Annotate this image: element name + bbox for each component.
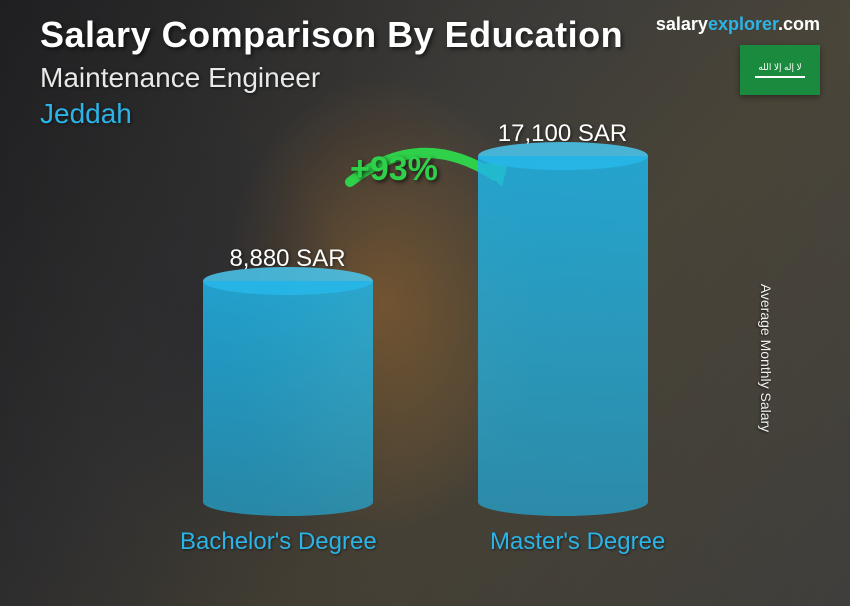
bar-bachelors (203, 281, 373, 516)
bar-body (478, 156, 648, 516)
header: Salary Comparison By Education Maintenan… (40, 14, 820, 130)
brand-accent: explorer (708, 14, 778, 34)
y-axis-label: Average Monthly Salary (758, 284, 774, 432)
main-title: Salary Comparison By Education (40, 14, 623, 56)
brand-text: salaryexplorer.com (656, 14, 820, 35)
subtitle: Maintenance Engineer (40, 62, 623, 94)
bar-masters (478, 156, 648, 516)
bar-group-masters: 17,100 SAR (453, 120, 673, 516)
bar-group-bachelors: 8,880 SAR (178, 245, 398, 516)
brand-suffix: .com (778, 14, 820, 34)
bar-label-bachelors: Bachelor's Degree (180, 528, 377, 556)
brand-prefix: salary (656, 14, 708, 34)
flag-saudi-arabia: لا إله إلا الله (740, 45, 820, 95)
chart-area: Average Monthly Salary 8,880 SAR 17,100 … (0, 150, 850, 566)
bar-body (203, 281, 373, 516)
flag-emblem: لا إله إلا الله (755, 62, 805, 78)
bars-container: 8,880 SAR 17,100 SAR (150, 150, 700, 516)
brand-block: salaryexplorer.com لا إله إلا الله (656, 14, 820, 95)
title-block: Salary Comparison By Education Maintenan… (40, 14, 623, 130)
bar-label-masters: Master's Degree (490, 528, 665, 556)
